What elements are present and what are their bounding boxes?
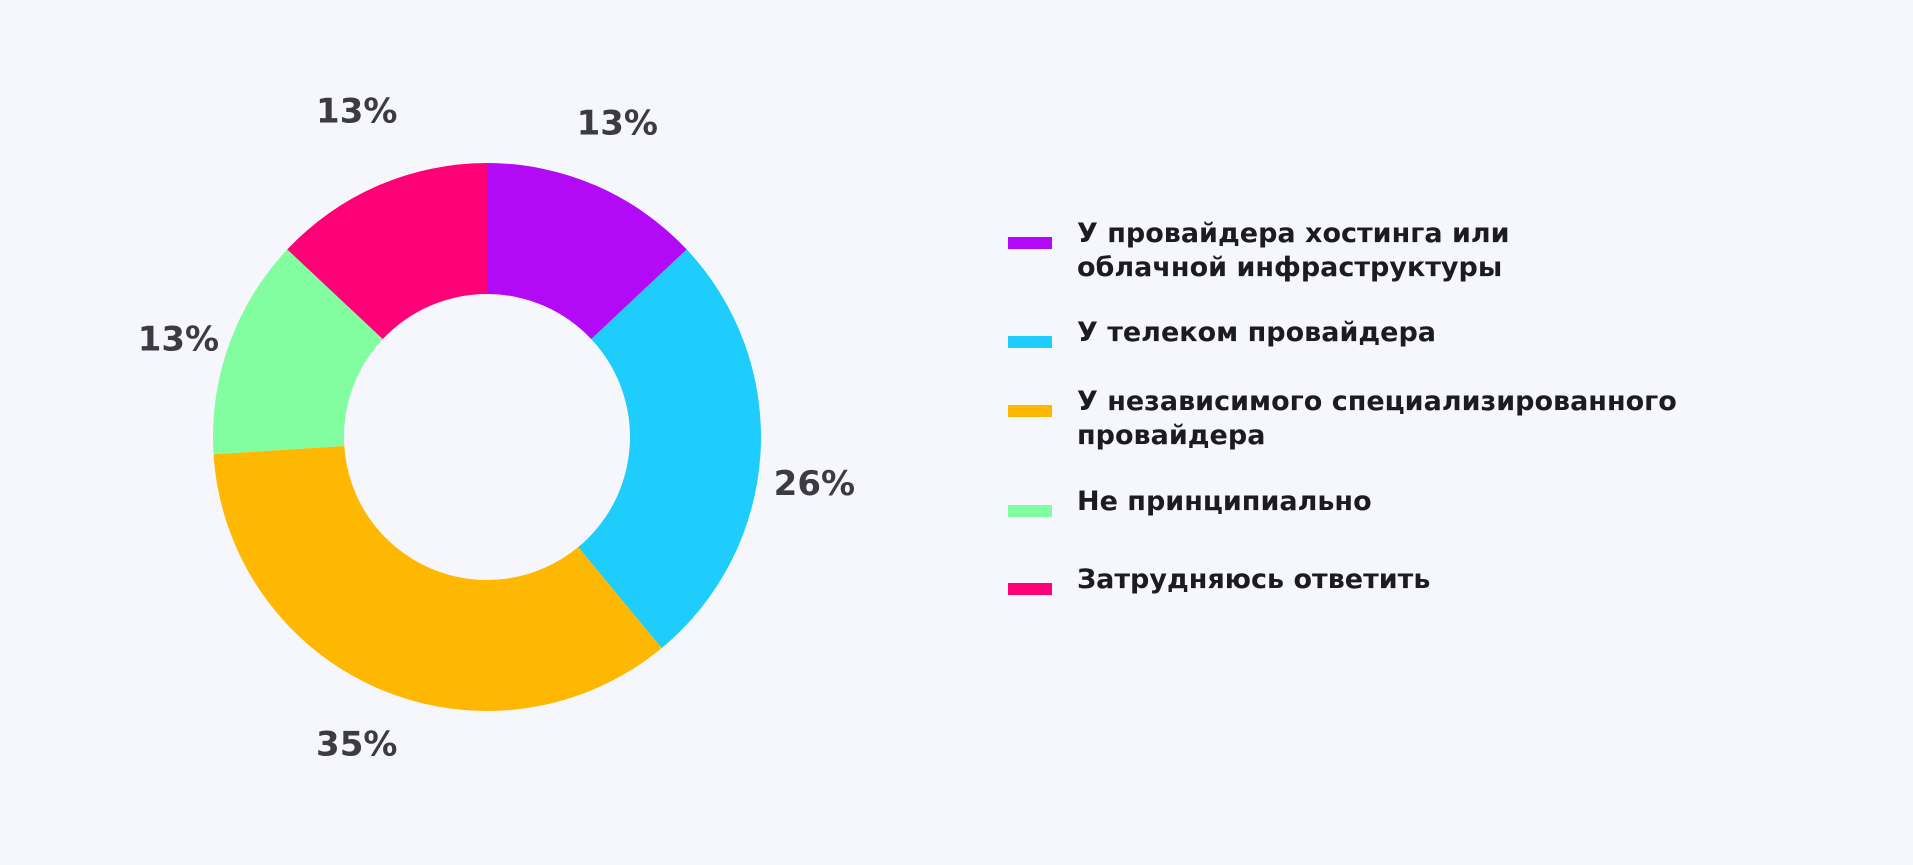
legend-label: У независимого специализированного прова…	[1077, 386, 1677, 451]
donut-slice-1	[487, 163, 687, 340]
donut-chart: 13% 26% 35% 13% 13%	[138, 91, 855, 764]
legend-item-3: У независимого специализированного прова…	[1008, 381, 1677, 453]
donut-slice-2	[578, 249, 761, 649]
legend-label: У провайдера хостинга или облачной инфра…	[1077, 218, 1510, 283]
legend-item-1: У провайдера хостинга или облачной инфра…	[1008, 213, 1510, 285]
legend-label: Затрудняюсь ответить	[1077, 564, 1431, 595]
percent-label-3: 35%	[316, 725, 397, 765]
legend-swatch	[1008, 336, 1052, 348]
donut-slice-5	[287, 163, 487, 340]
legend-swatch	[1008, 583, 1052, 595]
donut-slices	[213, 163, 761, 712]
legend-swatch	[1008, 405, 1052, 417]
percent-label-2: 26%	[774, 464, 855, 504]
percent-label-5: 13%	[316, 91, 397, 131]
legend-swatch	[1008, 505, 1052, 517]
percent-label-1: 13%	[577, 103, 658, 143]
legend-label: У телеком провайдера	[1077, 317, 1437, 348]
donut-slice-4	[213, 249, 383, 455]
percent-label-4: 13%	[138, 319, 219, 359]
donut-slice-3	[213, 445, 662, 712]
legend-item-2: У телеком провайдера	[1008, 312, 1436, 350]
legend-item-4: Не принципиально	[1008, 481, 1372, 519]
legend-swatch	[1008, 237, 1052, 249]
legend-label: Не принципиально	[1077, 486, 1372, 517]
percent-labels: 13% 26% 35% 13% 13%	[138, 91, 855, 764]
legend-item-5: Затрудняюсь ответить	[1008, 559, 1430, 597]
